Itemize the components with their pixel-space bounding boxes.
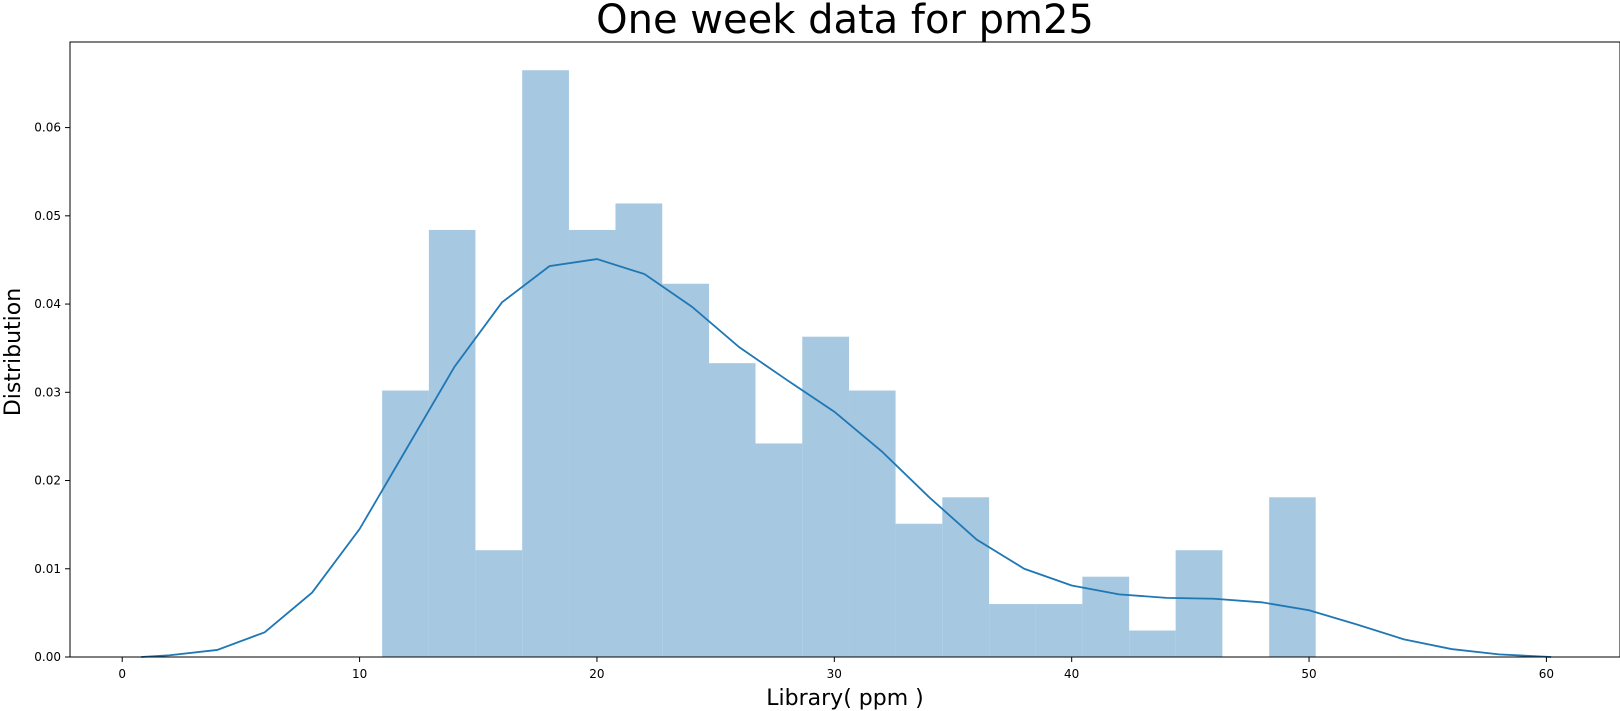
histogram-bar: [755, 443, 803, 657]
x-axis-label: Library( ppm ): [766, 686, 923, 711]
x-tick-label: 20: [589, 667, 604, 681]
histogram-bar: [849, 390, 896, 657]
histogram-bar: [1035, 604, 1083, 657]
histogram-bar: [802, 336, 850, 657]
histogram-bar: [989, 604, 1036, 657]
y-tick-label: 0.06: [34, 121, 61, 135]
y-tick-label: 0.01: [34, 562, 61, 576]
chart-title: One week data for pm25: [596, 0, 1094, 43]
kde-curve: [141, 258, 1552, 658]
histogram-bar: [1269, 497, 1316, 657]
histogram-bar: [942, 497, 990, 657]
x-axis-ticks: 0 10 20 30 40 50 60: [118, 657, 1554, 681]
y-tick-label: 0.05: [34, 209, 61, 223]
histogram-bar: [475, 550, 523, 657]
histogram-bar: [1082, 576, 1130, 657]
histogram-bars: [382, 70, 1316, 658]
histogram-bar: [708, 363, 756, 657]
y-tick-label: 0.04: [34, 297, 61, 311]
histogram-bar: [615, 203, 663, 657]
plot-frame: [69, 41, 1620, 658]
x-tick-label: 50: [1301, 667, 1316, 681]
histogram-bar: [895, 523, 943, 657]
y-axis-ticks: 0.00 0.01 0.02 0.03 0.04 0.05 0.06: [34, 121, 70, 664]
x-tick-label: 40: [1064, 667, 1079, 681]
y-tick-label: 0.03: [34, 385, 61, 399]
histogram-bar: [1129, 630, 1176, 657]
y-tick-label: 0.00: [34, 650, 61, 664]
x-tick-label: 60: [1539, 667, 1554, 681]
histogram-bar: [662, 283, 709, 657]
histogram-bar: [1175, 550, 1223, 657]
y-tick-label: 0.02: [34, 474, 61, 488]
histogram-bar: [428, 229, 476, 658]
histogram-bar: [522, 70, 569, 657]
histogram-bar: [382, 390, 429, 657]
x-tick-label: 10: [352, 667, 367, 681]
histogram-bar: [568, 229, 616, 658]
y-axis-label: Distribution: [1, 288, 26, 416]
x-tick-label: 0: [118, 667, 126, 681]
x-tick-label: 30: [827, 667, 842, 681]
